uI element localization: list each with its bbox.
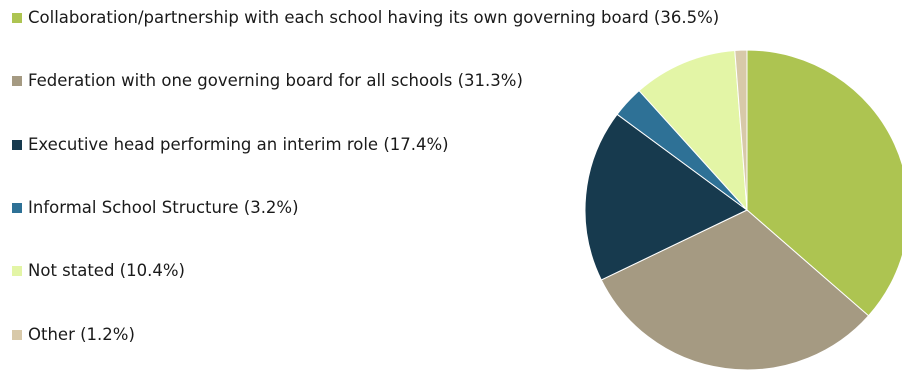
legend-item-executive-head: Executive head performing an interim rol… <box>12 135 449 154</box>
pie-slice-collaboration <box>746 49 902 317</box>
legend-label-collaboration: Collaboration/partnership with each scho… <box>28 8 720 27</box>
legend-item-informal-structure: Informal School Structure (3.2%) <box>12 198 299 217</box>
legend-label-federation: Federation with one governing board for … <box>28 71 523 90</box>
legend-item-not-stated: Not stated (10.4%) <box>12 261 185 280</box>
legend-item-collaboration: Collaboration/partnership with each scho… <box>12 8 719 27</box>
legend-label-other: Other (1.2%) <box>28 325 135 344</box>
pie-slice-executive-head <box>584 113 748 281</box>
legend-swatch-informal-structure <box>12 202 22 213</box>
legend-swatch-executive-head <box>12 139 22 150</box>
legend: Collaboration/partnership with each scho… <box>12 0 732 373</box>
legend-swatch-not-stated <box>12 265 22 276</box>
legend-swatch-other <box>12 329 22 340</box>
legend-swatch-collaboration <box>12 12 22 23</box>
legend-label-executive-head: Executive head performing an interim rol… <box>28 135 449 154</box>
pie-plot-area <box>584 49 902 371</box>
legend-item-other: Other (1.2%) <box>12 325 135 344</box>
pie-slice-other <box>734 49 748 211</box>
legend-label-not-stated: Not stated (10.4%) <box>28 261 185 280</box>
pie-slice-not-stated <box>638 49 748 212</box>
pie-slice-federation <box>600 209 870 371</box>
legend-label-informal-structure: Informal School Structure (3.2%) <box>28 198 299 217</box>
legend-swatch-federation <box>12 75 22 86</box>
legend-item-federation: Federation with one governing board for … <box>12 71 523 90</box>
